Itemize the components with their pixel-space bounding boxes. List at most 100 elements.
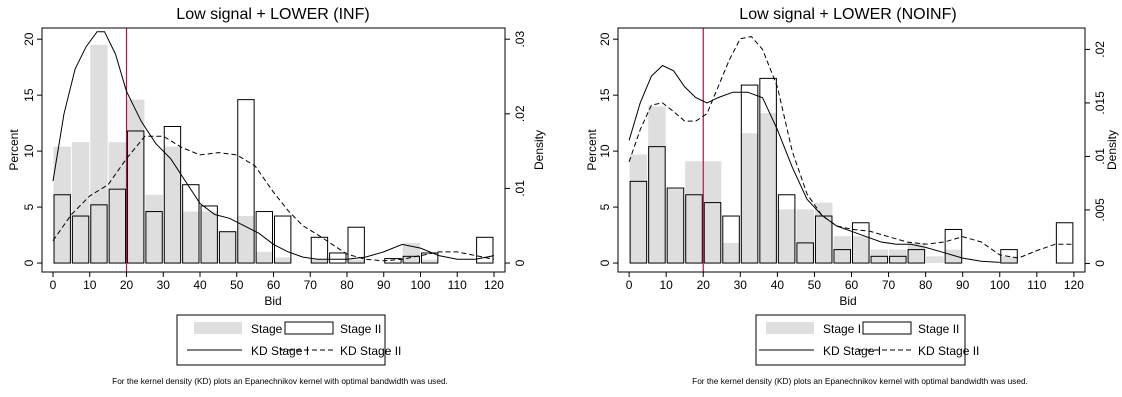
legend-label-kd-2: KD Stage II: [340, 344, 401, 358]
bar-stage-2: [889, 255, 907, 264]
bar-stage-2: [1000, 249, 1018, 264]
y2-axis-label: Density: [1105, 130, 1119, 170]
y2-tick-label: .01: [513, 180, 527, 197]
kd-stage-2-line: [52, 135, 495, 262]
x-tick-label: 40: [771, 278, 785, 292]
legend-label-kd-1: KD Stage I: [251, 344, 309, 358]
bar-stage-2: [145, 211, 163, 264]
bar-stage-1: [722, 242, 740, 264]
bar-stage-2: [274, 215, 292, 264]
kd-stage-1-line: [628, 64, 1000, 263]
x-tick-label: 110: [1027, 278, 1046, 292]
bar-stage-1: [200, 211, 218, 264]
bar-stage-2: [476, 236, 494, 264]
bar-stage-2: [71, 215, 90, 264]
x-tick-label: 120: [484, 278, 504, 292]
plot-area: 0 10 20 30 40 50 60 70 80 90 100 110 120 0 5 10 15 20 0 .01…: [22, 27, 527, 292]
legend-label-stage-1: Stage I: [823, 322, 861, 336]
bar-stage-1: [274, 257, 292, 264]
panel-inf: Low signal + LOWER (INF) 0 10 20 30 40 50 60 70…: [7, 6, 546, 386]
x-tick-label: 60: [267, 278, 281, 292]
bar-stage-1: [666, 189, 685, 264]
bar-stage-1: [648, 106, 666, 264]
x-axis-label: Bid: [839, 294, 856, 308]
bar-stage-1: [163, 146, 182, 264]
bar-stage-2: [629, 180, 648, 264]
x-tick-label: 0: [50, 278, 57, 292]
y2-tick-label: .01: [1093, 148, 1107, 165]
x-tick-label: 50: [808, 278, 822, 292]
chart-title: Low signal + LOWER (INF): [176, 6, 369, 23]
bar-stage-2: [329, 252, 347, 264]
bar-stage-2: [402, 255, 420, 264]
y2-axis-label: Density: [532, 130, 546, 170]
x-tick-label: 120: [1064, 278, 1084, 292]
bar-stage-2: [90, 204, 108, 264]
x-tick-label: 10: [660, 278, 674, 292]
bar-stage-1: [108, 142, 127, 264]
x-tick-label: 30: [734, 278, 748, 292]
legend-swatch-stage-2: [284, 321, 334, 335]
bar-stage-2: [648, 146, 666, 264]
bar-stage-1: [944, 249, 963, 264]
bar-stage-2: [796, 242, 814, 264]
bar-stage-1: [218, 231, 237, 264]
x-tick-label: 70: [304, 278, 318, 292]
y-tick-label: 0: [598, 259, 612, 266]
bar-stage-2: [182, 184, 200, 264]
x-tick-label: 20: [697, 278, 711, 292]
y-tick-label: 10: [598, 144, 612, 158]
bar-stage-2: [255, 211, 273, 264]
kd-stage-2-line: [628, 36, 1074, 259]
x-tick-label: 10: [83, 278, 97, 292]
bar-stage-2: [944, 228, 963, 264]
bar-stage-2: [1055, 222, 1074, 264]
x-tick-label: 30: [157, 278, 171, 292]
legend-label-kd-2: KD Stage II: [918, 344, 979, 358]
bar-stage-1: [814, 202, 833, 264]
bar-stage-1: [237, 216, 255, 264]
legend-swatch-stage-1: [766, 322, 814, 334]
y2-tick-label: .015: [1093, 91, 1107, 115]
y-tick-label: 15: [22, 88, 36, 102]
legend-swatch-stage-1: [194, 322, 242, 334]
bar-stage-1: [71, 142, 90, 264]
chart-title: Low signal + LOWER (NOINF): [739, 6, 956, 23]
x-tick-label: 70: [882, 278, 896, 292]
x-tick-label: 0: [626, 278, 633, 292]
x-tick-label: 100: [410, 278, 430, 292]
panel-noinf: Low signal + LOWER (NOINF) 0 10 20 30 40 50 60…: [585, 6, 1119, 386]
bar-stage-1: [629, 154, 648, 264]
bar-stage-2: [722, 215, 740, 264]
bar-stage-2: [777, 194, 796, 264]
y-tick-label: 15: [598, 88, 612, 102]
bar-stage-2: [53, 194, 71, 264]
x-axis-label: Bid: [264, 294, 281, 308]
bar-stage-2: [237, 99, 255, 264]
bar-stage-1: [420, 259, 439, 264]
x-tick-label: 90: [377, 278, 391, 292]
legend-label-stage-2: Stage II: [340, 322, 381, 336]
bar-stage-1: [90, 44, 108, 264]
bar-stage-2: [420, 252, 439, 264]
bar-stage-1: [255, 251, 273, 264]
legend-swatch-stage-2: [862, 321, 912, 335]
y2-tick-label: 0: [1093, 260, 1107, 267]
bar-stage-2: [127, 130, 145, 264]
bar-stage-2: [852, 222, 870, 264]
bar-stage-1: [685, 161, 703, 264]
bar-stage-2: [310, 236, 329, 264]
bar-stage-1: [310, 259, 329, 264]
bar-stage-2: [108, 188, 127, 264]
bar-stage-2: [218, 231, 237, 264]
y2-tick-label: .02: [513, 105, 527, 122]
bar-stage-2: [907, 249, 926, 264]
bar-stage-1: [182, 211, 200, 264]
x-tick-label: 90: [956, 278, 970, 292]
legend-label-stage-2: Stage II: [918, 322, 959, 336]
y-axis-label: Percent: [7, 129, 21, 171]
x-tick-label: 20: [120, 278, 134, 292]
x-tick-label: 80: [340, 278, 354, 292]
